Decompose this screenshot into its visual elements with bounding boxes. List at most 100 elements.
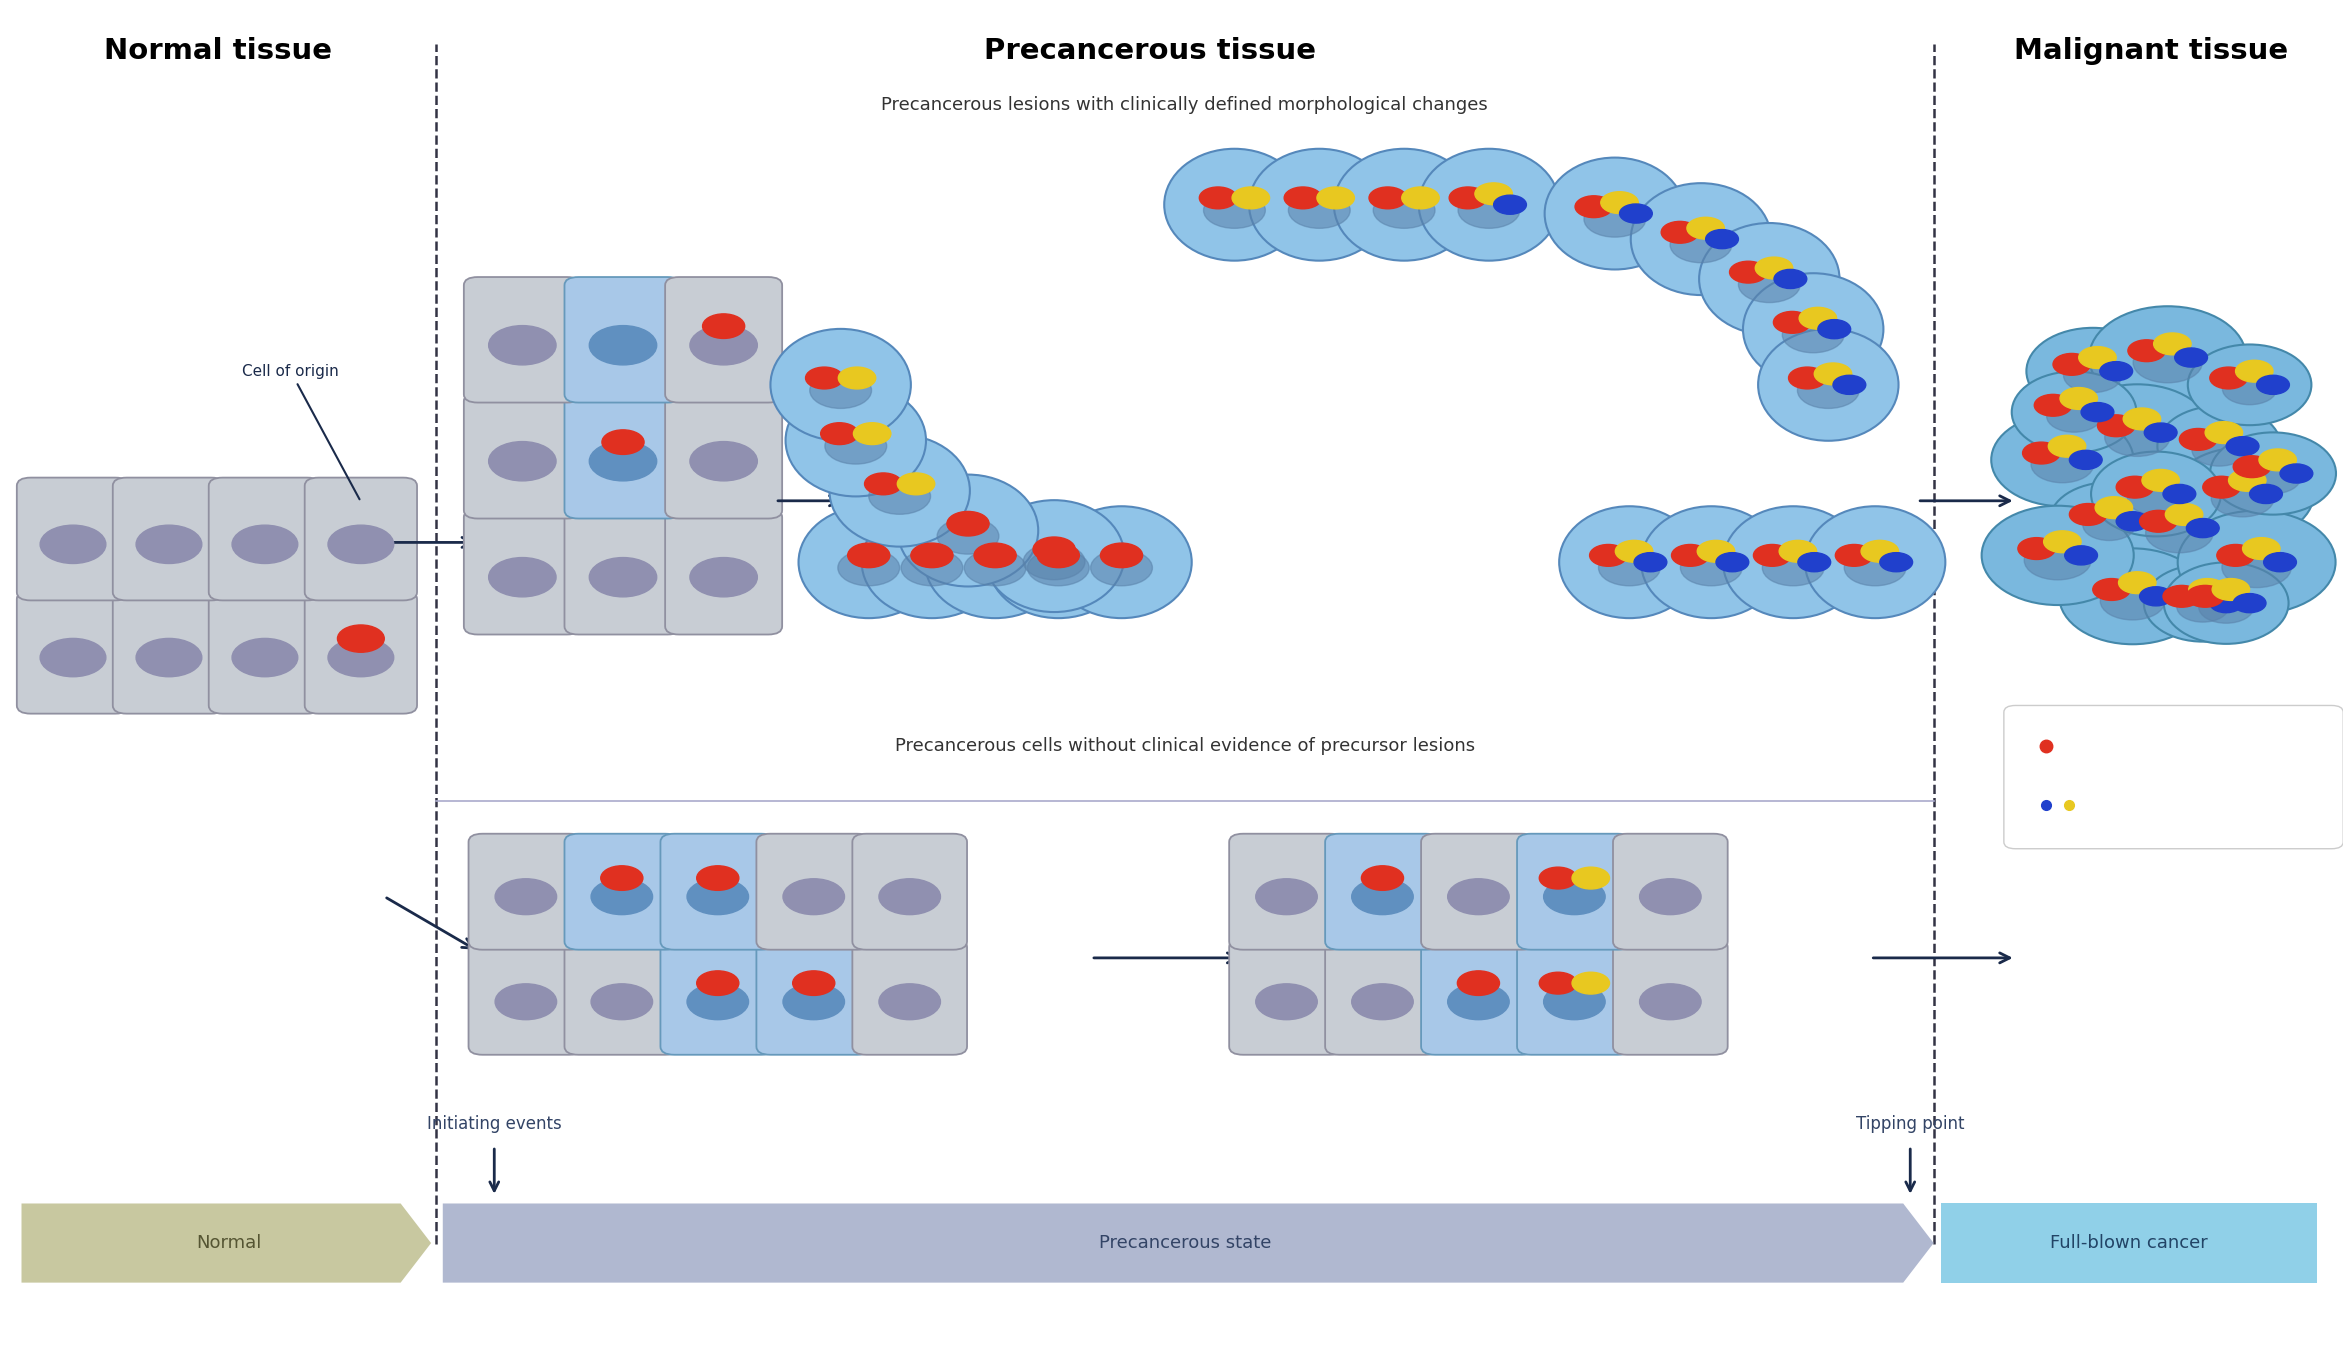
Circle shape	[1372, 192, 1436, 229]
Circle shape	[1476, 182, 1513, 204]
Circle shape	[2243, 537, 2280, 559]
FancyBboxPatch shape	[469, 938, 584, 1055]
Ellipse shape	[1699, 223, 1839, 334]
Circle shape	[880, 878, 941, 915]
Circle shape	[1544, 984, 1605, 1019]
Circle shape	[2179, 429, 2217, 451]
Circle shape	[2069, 451, 2102, 470]
Ellipse shape	[1642, 507, 1781, 618]
FancyBboxPatch shape	[465, 393, 582, 518]
Circle shape	[591, 984, 652, 1019]
Circle shape	[2222, 547, 2292, 588]
Circle shape	[2032, 447, 2093, 482]
Circle shape	[2093, 578, 2130, 600]
Ellipse shape	[1757, 329, 1898, 441]
Circle shape	[690, 558, 758, 597]
Circle shape	[2060, 388, 2097, 410]
Text: Normal: Normal	[197, 1234, 260, 1252]
Circle shape	[2064, 359, 2123, 393]
Circle shape	[1797, 373, 1860, 408]
Ellipse shape	[2144, 564, 2262, 641]
Circle shape	[2018, 537, 2055, 559]
Text: Additional events: Additional events	[2097, 797, 2231, 812]
Circle shape	[2163, 585, 2201, 607]
Circle shape	[328, 525, 394, 563]
Text: Cell of origin: Cell of origin	[242, 364, 359, 499]
Ellipse shape	[1630, 184, 1771, 295]
FancyBboxPatch shape	[465, 277, 582, 403]
Circle shape	[2034, 395, 2072, 416]
Circle shape	[1813, 363, 1851, 385]
Ellipse shape	[786, 385, 927, 496]
FancyBboxPatch shape	[662, 938, 774, 1055]
Ellipse shape	[2210, 433, 2337, 515]
Circle shape	[697, 971, 739, 996]
Circle shape	[2165, 504, 2203, 525]
FancyBboxPatch shape	[1229, 834, 1344, 949]
Ellipse shape	[861, 507, 1002, 618]
Circle shape	[1680, 549, 1743, 586]
Ellipse shape	[1164, 149, 1304, 260]
Text: Malignant tissue: Malignant tissue	[2015, 37, 2287, 64]
Circle shape	[1203, 192, 1264, 229]
Circle shape	[1351, 984, 1412, 1019]
Circle shape	[1616, 540, 1654, 562]
Circle shape	[589, 558, 657, 597]
Circle shape	[964, 549, 1025, 586]
Circle shape	[2095, 497, 2133, 518]
Circle shape	[866, 473, 901, 495]
Circle shape	[1755, 258, 1792, 279]
Circle shape	[793, 971, 835, 996]
Circle shape	[1706, 230, 1738, 249]
Circle shape	[1774, 270, 1806, 289]
Ellipse shape	[2027, 327, 2158, 415]
Circle shape	[1459, 192, 1520, 229]
Circle shape	[136, 525, 202, 563]
Ellipse shape	[988, 507, 1128, 618]
Circle shape	[2229, 470, 2266, 492]
Circle shape	[2226, 437, 2259, 456]
Circle shape	[690, 441, 758, 481]
Circle shape	[1361, 866, 1403, 890]
Circle shape	[2097, 415, 2135, 437]
Circle shape	[2250, 485, 2283, 504]
Circle shape	[601, 866, 643, 890]
Ellipse shape	[1248, 149, 1389, 260]
Ellipse shape	[1419, 149, 1560, 260]
Circle shape	[2133, 342, 2203, 382]
Circle shape	[1199, 186, 1236, 208]
Circle shape	[1696, 540, 1734, 562]
Circle shape	[697, 866, 739, 890]
Ellipse shape	[2013, 371, 2137, 453]
Circle shape	[1635, 552, 1668, 571]
FancyBboxPatch shape	[209, 590, 321, 714]
Circle shape	[687, 984, 748, 1019]
Circle shape	[1687, 218, 1724, 240]
Circle shape	[974, 543, 1016, 567]
Circle shape	[910, 543, 952, 567]
Circle shape	[495, 878, 556, 915]
Circle shape	[868, 478, 931, 514]
Circle shape	[1879, 552, 1912, 571]
Text: Driver events: Driver events	[2079, 738, 2182, 754]
Circle shape	[2189, 578, 2226, 600]
Circle shape	[1619, 204, 1652, 223]
Ellipse shape	[2090, 452, 2222, 537]
Circle shape	[838, 367, 875, 389]
Circle shape	[2222, 373, 2278, 404]
FancyBboxPatch shape	[852, 834, 967, 949]
Circle shape	[2210, 593, 2243, 612]
FancyBboxPatch shape	[565, 393, 680, 518]
Circle shape	[701, 314, 744, 338]
Circle shape	[1670, 544, 1708, 566]
Circle shape	[591, 878, 652, 915]
Circle shape	[1544, 878, 1605, 915]
Circle shape	[232, 638, 298, 677]
Circle shape	[2175, 348, 2208, 367]
FancyBboxPatch shape	[1518, 938, 1633, 1055]
Circle shape	[2128, 340, 2165, 362]
Circle shape	[854, 423, 891, 445]
Ellipse shape	[1051, 507, 1192, 618]
Text: Precancerous tissue: Precancerous tissue	[983, 37, 1316, 64]
Circle shape	[1835, 544, 1872, 566]
